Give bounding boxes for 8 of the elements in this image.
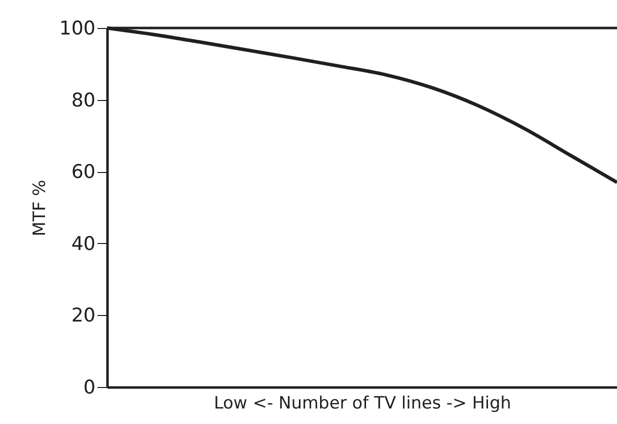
y-axis-title: MTF % [30, 180, 50, 236]
y-tick-label: 60 [71, 161, 96, 184]
y-tick-label: 100 [59, 18, 96, 40]
x-axis-title: Low <- Number of TV lines -> High [214, 394, 512, 414]
y-tick-label: 20 [71, 304, 96, 327]
y-tick-label: 0 [83, 376, 96, 398]
y-tick-label: 80 [71, 89, 96, 112]
y-tick-label: 40 [71, 232, 96, 255]
